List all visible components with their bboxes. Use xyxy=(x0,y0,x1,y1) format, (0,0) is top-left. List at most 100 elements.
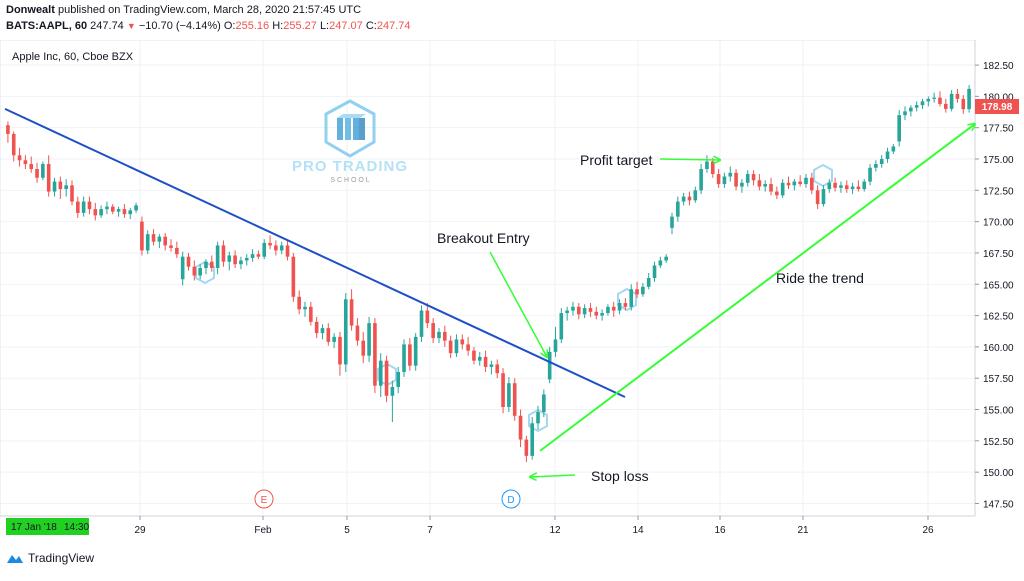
chart-area[interactable]: Apple Inc, 60, Cboe BZX PRO TRADING S C … xyxy=(0,39,1024,576)
candle-body xyxy=(780,182,785,196)
candle-body xyxy=(961,98,966,110)
candle-body xyxy=(314,321,319,334)
candle-body xyxy=(110,206,115,212)
close-value: 247.74 xyxy=(376,20,411,32)
x-tick-label: 7 xyxy=(427,525,433,536)
candle-body xyxy=(367,323,371,356)
watermark-subtitle: S C H O O L xyxy=(330,177,369,184)
candle-body xyxy=(6,125,10,134)
candle-body xyxy=(635,289,639,295)
candle-body xyxy=(611,306,616,311)
candle-body xyxy=(885,151,890,159)
dividend-marker[interactable] xyxy=(501,489,521,509)
candle-body xyxy=(576,306,581,315)
price-badge xyxy=(975,99,1019,114)
candle-body xyxy=(233,255,237,265)
candle-body xyxy=(693,190,698,201)
chart-title: Apple Inc, 60, Cboe BZX xyxy=(12,51,134,63)
annotation-stop-loss: Stop loss xyxy=(591,468,649,484)
candle-body xyxy=(460,339,465,345)
candle-body xyxy=(466,344,470,351)
candle-body xyxy=(76,201,80,213)
candle-body xyxy=(291,256,296,297)
open-value: 255.16 xyxy=(235,20,270,32)
author-name[interactable]: Donwealt xyxy=(6,4,55,16)
candle-body xyxy=(128,210,133,215)
stop-loss-arrow xyxy=(530,475,576,477)
y-tick-label: 182.50 xyxy=(983,61,1014,72)
annotation-ride-trend: Ride the trend xyxy=(776,270,864,286)
candle-body xyxy=(52,181,57,192)
candle-body xyxy=(769,184,773,192)
candle-body xyxy=(268,242,272,246)
candle-body xyxy=(507,383,511,408)
candle-body xyxy=(641,286,645,295)
candle-body xyxy=(751,174,756,181)
candle-body xyxy=(565,310,569,314)
candle-body xyxy=(309,306,313,322)
downtrend-line[interactable] xyxy=(4,107,626,398)
y-tick-label: 165.00 xyxy=(983,280,1014,291)
candle-body xyxy=(396,371,401,387)
y-tick-label: 180.00 xyxy=(983,92,1014,103)
low-label: L: xyxy=(319,20,330,32)
candle-body xyxy=(559,313,564,340)
candle-body xyxy=(571,306,575,311)
ohlc-legend: BATS:AAPL, 60 247.74 ▼ −10.70 (−4.14%) O… xyxy=(6,20,411,32)
candle-body xyxy=(303,306,307,310)
candle-body xyxy=(856,186,861,190)
y-tick-label: 147.50 xyxy=(983,499,1014,510)
candle-body xyxy=(722,176,727,185)
candle-body xyxy=(833,182,837,188)
candle-body xyxy=(169,245,173,248)
candle-body xyxy=(378,360,383,386)
candle-body xyxy=(850,186,855,190)
candle-body xyxy=(320,328,325,334)
candle-body xyxy=(221,245,226,262)
price-axis[interactable]: 147.50 150.00 152.50 155.00 157.50 160.00 162.… xyxy=(975,61,1014,510)
last-price: 247.74 xyxy=(90,20,124,32)
candle-body xyxy=(105,206,109,210)
candle-body xyxy=(256,254,261,257)
candle-body xyxy=(343,299,348,365)
candle-body xyxy=(483,356,488,367)
candle-body xyxy=(542,394,546,413)
tradingview-logo-icon xyxy=(7,555,23,563)
close-label: C: xyxy=(365,20,377,32)
candle-body xyxy=(740,182,744,187)
x-tick-label: 21 xyxy=(797,525,809,536)
x-tick-label: Feb xyxy=(254,525,272,536)
candle-body xyxy=(804,177,808,185)
candle-body xyxy=(501,373,505,408)
y-tick-label: 167.50 xyxy=(983,249,1014,260)
time-badge-date: 17 Jan '18 xyxy=(11,522,57,533)
candles-group xyxy=(6,85,971,463)
candle-body xyxy=(209,261,214,268)
candle-body xyxy=(58,181,63,190)
candle-body xyxy=(943,103,948,109)
y-tick-label: 162.50 xyxy=(983,312,1014,323)
time-axis[interactable]: 29 Feb 5 7 12 14 16 21 26 xyxy=(134,516,934,536)
price-chart[interactable]: Apple Inc, 60, Cboe BZX PRO TRADING S C … xyxy=(0,39,1024,576)
earnings-marker[interactable] xyxy=(254,489,274,509)
candle-body xyxy=(93,209,98,216)
annotation-breakout-entry: Breakout Entry xyxy=(437,230,530,246)
candle-body xyxy=(355,325,360,341)
candle-body xyxy=(332,336,336,342)
candle-body xyxy=(955,93,960,99)
symbol-label: BATS:AAPL, 60 xyxy=(6,20,88,32)
candle-body xyxy=(326,328,331,342)
candle-body xyxy=(600,313,604,316)
candle-body xyxy=(122,209,127,215)
footer[interactable]: TradingView xyxy=(6,551,94,565)
candle-body xyxy=(17,155,22,161)
candle-body xyxy=(46,164,51,192)
candle-body xyxy=(99,209,103,216)
candle-body xyxy=(274,245,278,251)
open-label: O: xyxy=(223,20,236,32)
candle-body xyxy=(23,160,28,165)
candle-body xyxy=(437,331,441,339)
candle-body xyxy=(64,185,68,190)
ride-trend-arrow[interactable] xyxy=(539,124,975,452)
publish-text: published on TradingView.com, March 28, … xyxy=(57,4,362,16)
